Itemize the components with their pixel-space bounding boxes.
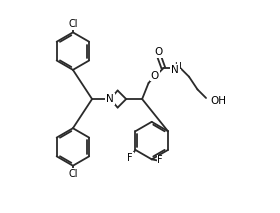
Text: OH: OH: [210, 96, 226, 106]
Text: Cl: Cl: [68, 19, 78, 29]
Text: F: F: [157, 155, 163, 165]
Text: O: O: [155, 47, 163, 57]
Text: F: F: [127, 153, 133, 163]
Text: H: H: [174, 62, 181, 71]
Text: O: O: [151, 71, 159, 81]
Text: Cl: Cl: [68, 169, 78, 179]
Text: N: N: [171, 65, 179, 75]
Text: N: N: [106, 94, 114, 104]
